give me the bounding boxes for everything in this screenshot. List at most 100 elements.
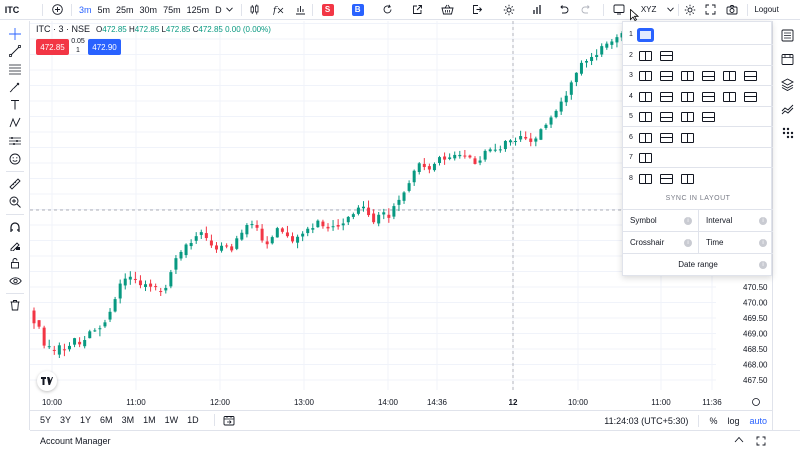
compare-plus-icon[interactable] bbox=[43, 0, 71, 20]
layout-option-icon[interactable] bbox=[660, 112, 673, 122]
range-3y[interactable]: 3Y bbox=[60, 415, 72, 425]
auto-scale-button[interactable]: auto bbox=[749, 415, 767, 426]
range-1d[interactable]: 1D bbox=[187, 415, 199, 425]
ruler-icon[interactable] bbox=[7, 176, 23, 192]
trendline-icon[interactable] bbox=[7, 43, 23, 59]
dots-icon[interactable] bbox=[779, 124, 795, 140]
layout-option-icon[interactable] bbox=[660, 71, 673, 81]
layout-option-icon[interactable] bbox=[681, 71, 694, 81]
magnet-icon[interactable] bbox=[7, 219, 23, 235]
sync-time[interactable]: Time i bbox=[698, 231, 773, 253]
layout-option-icon[interactable] bbox=[702, 71, 715, 81]
sync-date-range[interactable]: Date range i bbox=[623, 253, 773, 275]
info-icon[interactable]: i bbox=[684, 238, 692, 247]
sync-crosshair[interactable]: Crosshair i bbox=[623, 231, 698, 253]
emoji-icon[interactable] bbox=[7, 151, 23, 167]
buy-price-button[interactable]: 472.90 bbox=[88, 39, 121, 55]
interval-125m[interactable]: 125m bbox=[186, 4, 210, 15]
info-icon[interactable]: i bbox=[759, 216, 767, 225]
basket-icon[interactable] bbox=[433, 0, 463, 20]
sync-symbol[interactable]: Symbol i bbox=[623, 209, 698, 231]
interval-d[interactable]: D bbox=[215, 4, 222, 15]
chart-area[interactable]: 470.50 470.00 469.50 469.00 468.50 468.00 467.… bbox=[30, 21, 772, 410]
info-icon[interactable]: i bbox=[684, 216, 692, 225]
layout-option-icon[interactable] bbox=[681, 91, 694, 102]
axis-settings-icon[interactable] bbox=[752, 398, 760, 406]
layout-option-icon[interactable] bbox=[660, 132, 673, 143]
sell-button[interactable]: S bbox=[313, 0, 343, 20]
layout-option-icon[interactable] bbox=[702, 91, 715, 102]
gear-icon[interactable] bbox=[493, 0, 525, 20]
info-icon[interactable]: i bbox=[759, 238, 767, 247]
layout-option-icon[interactable] bbox=[639, 71, 652, 81]
undo-icon[interactable] bbox=[551, 0, 577, 20]
range-1w[interactable]: 1W bbox=[164, 415, 179, 425]
layout-option-icon[interactable] bbox=[744, 71, 757, 81]
camera-icon[interactable] bbox=[721, 0, 743, 20]
layout-option-icon[interactable] bbox=[723, 91, 736, 102]
refresh-icon[interactable] bbox=[373, 0, 403, 20]
layout-option-icon[interactable] bbox=[639, 91, 652, 102]
redo-icon[interactable] bbox=[577, 0, 597, 20]
range-1m[interactable]: 1M bbox=[143, 415, 156, 425]
interval-75m[interactable]: 75m bbox=[163, 4, 181, 15]
popout-icon[interactable] bbox=[403, 0, 433, 20]
trash-icon[interactable] bbox=[7, 297, 23, 313]
tv-logo-icon[interactable] bbox=[37, 371, 57, 391]
layout-option-icon[interactable] bbox=[639, 132, 652, 143]
layout-option-icon[interactable] bbox=[639, 50, 652, 61]
logout-button[interactable]: Logout bbox=[754, 5, 779, 14]
symbol-title[interactable]: ITC · 3 · NSE bbox=[36, 24, 91, 34]
layout-option-icon[interactable] bbox=[660, 173, 673, 184]
percent-scale-button[interactable]: % bbox=[709, 415, 718, 426]
layout-option-icon[interactable] bbox=[660, 50, 673, 61]
fullscreen-icon[interactable] bbox=[701, 0, 721, 20]
sync-interval[interactable]: Interval i bbox=[698, 209, 773, 231]
clock-time[interactable]: 11:24:03 (UTC+5:30) bbox=[604, 415, 689, 426]
bar-chart-small-icon[interactable] bbox=[290, 0, 312, 20]
crosshair-icon[interactable] bbox=[7, 26, 23, 42]
eye-icon[interactable] bbox=[7, 273, 23, 289]
log-scale-button[interactable]: log bbox=[727, 415, 740, 426]
layout-option-icon[interactable] bbox=[681, 132, 694, 143]
buy-button[interactable]: B bbox=[343, 0, 373, 20]
lock-draw-icon[interactable] bbox=[7, 237, 23, 253]
info-icon[interactable]: i bbox=[759, 260, 767, 269]
lock-icon[interactable] bbox=[7, 255, 23, 271]
layout-option-icon[interactable] bbox=[681, 112, 694, 122]
range-3m[interactable]: 3M bbox=[121, 415, 135, 425]
layout-name-button[interactable]: XYZ bbox=[640, 5, 657, 14]
settings-gear-icon[interactable] bbox=[679, 0, 701, 20]
exit-icon[interactable] bbox=[463, 0, 493, 20]
layout-option-icon[interactable] bbox=[660, 91, 673, 102]
layout-option-icon[interactable] bbox=[702, 112, 715, 122]
watchlist-icon[interactable] bbox=[779, 27, 795, 43]
layout-option-icon[interactable] bbox=[744, 91, 757, 102]
ideas-icon[interactable] bbox=[779, 101, 795, 117]
layout-option-icon[interactable] bbox=[681, 173, 694, 184]
layout-option-icon[interactable] bbox=[639, 30, 652, 40]
account-manager-bar[interactable]: Account Manager bbox=[30, 430, 800, 450]
range-5y[interactable]: 5Y bbox=[40, 415, 52, 425]
measure-icon[interactable] bbox=[7, 133, 23, 149]
symbol-search[interactable]: ITC bbox=[4, 4, 20, 15]
pattern-icon[interactable] bbox=[7, 115, 23, 131]
candles-icon[interactable] bbox=[242, 0, 268, 20]
layout-option-icon[interactable] bbox=[723, 71, 736, 81]
interval-3m[interactable]: 3m bbox=[79, 4, 92, 15]
layout-option-icon[interactable] bbox=[639, 173, 652, 184]
interval-30m[interactable]: 30m bbox=[139, 4, 158, 15]
layout-chevron-down-icon[interactable] bbox=[664, 0, 678, 20]
text-icon[interactable] bbox=[7, 97, 23, 113]
fib-icon[interactable] bbox=[7, 61, 23, 77]
sell-price-button[interactable]: 472.85 bbox=[36, 39, 69, 55]
calendar-icon[interactable] bbox=[223, 415, 235, 426]
layout-option-icon[interactable] bbox=[639, 153, 652, 163]
layout-icon[interactable] bbox=[604, 0, 634, 20]
layout-option-icon[interactable] bbox=[639, 112, 652, 122]
brush-icon[interactable] bbox=[7, 79, 23, 95]
interval-5m[interactable]: 5m bbox=[97, 4, 111, 15]
fx-icon[interactable]: f bbox=[268, 0, 290, 20]
chevron-down-icon[interactable] bbox=[225, 0, 235, 20]
maximize-icon[interactable] bbox=[756, 436, 766, 446]
